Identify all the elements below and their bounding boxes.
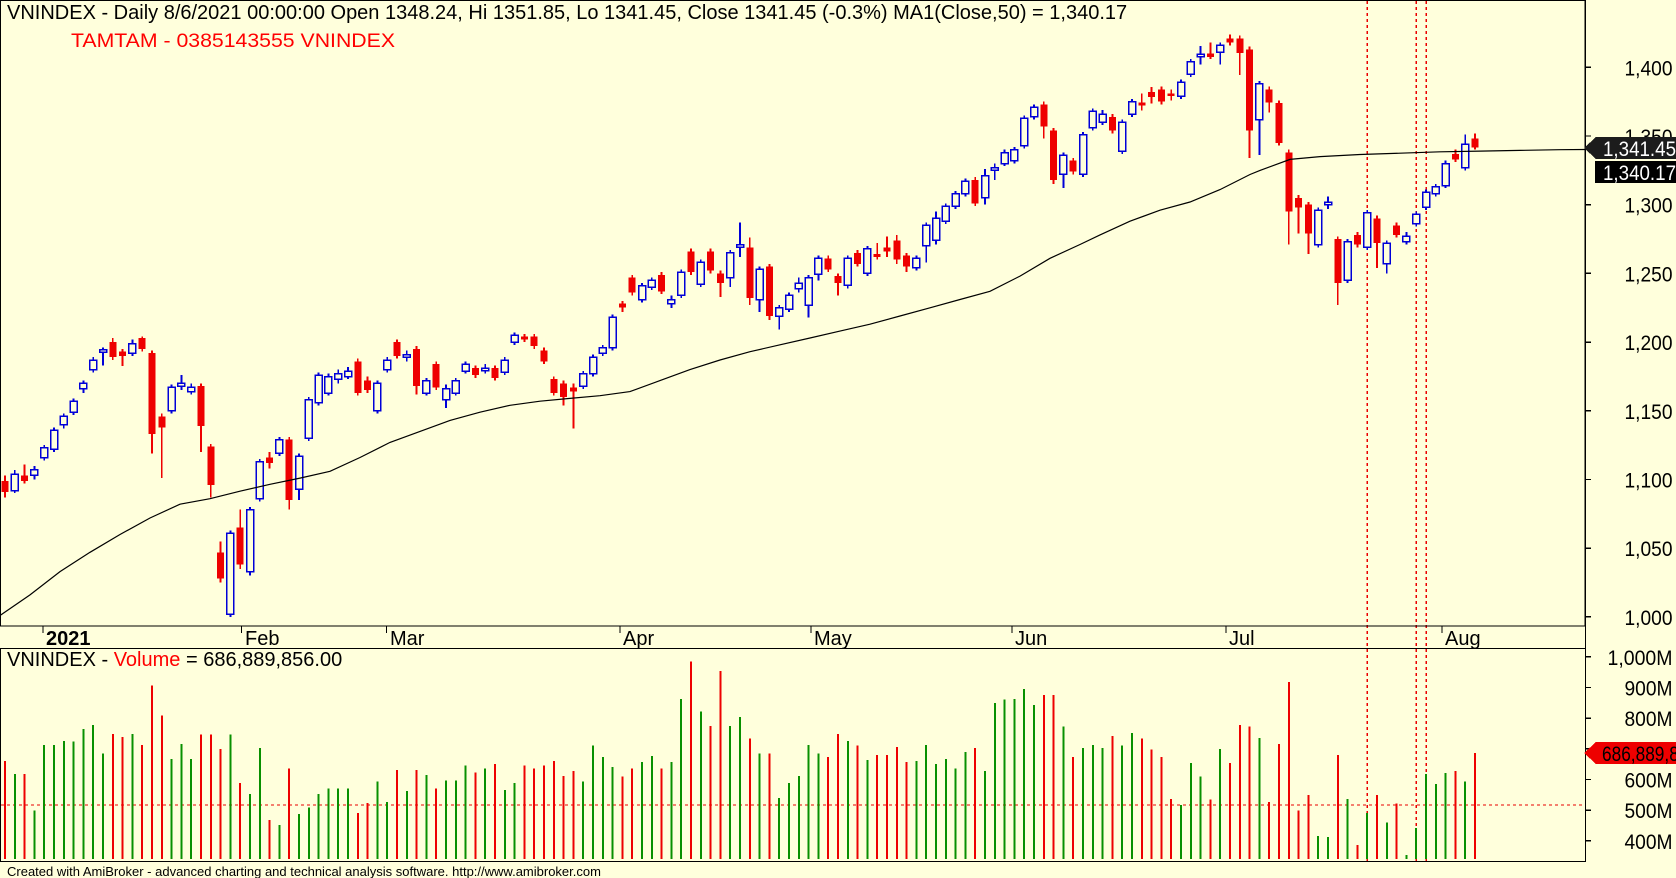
svg-text:900M: 900M <box>1625 678 1673 701</box>
svg-text:1,340.17: 1,340.17 <box>1603 162 1676 185</box>
svg-text:VNINDEX - Volume = 686,889,856: VNINDEX - Volume = 686,889,856.00 <box>7 649 342 671</box>
svg-text:800M: 800M <box>1625 708 1673 731</box>
svg-text:400M: 400M <box>1625 831 1673 854</box>
svg-text:TAMTAM - 0385143555 VNINDEX: TAMTAM - 0385143555 VNINDEX <box>71 30 395 52</box>
svg-text:1,400: 1,400 <box>1625 57 1673 80</box>
svg-text:1,200: 1,200 <box>1625 332 1673 355</box>
svg-text:May: May <box>814 628 852 650</box>
svg-text:Mar: Mar <box>390 628 425 650</box>
svg-text:Apr: Apr <box>623 628 654 650</box>
svg-text:Created with AmiBroker - advan: Created with AmiBroker - advanced charti… <box>7 864 601 878</box>
svg-text:VNINDEX - Daily 8/6/2021 00:00: VNINDEX - Daily 8/6/2021 00:00:00 Open 1… <box>7 2 1127 24</box>
svg-text:1,341.45: 1,341.45 <box>1603 138 1676 161</box>
svg-text:Aug: Aug <box>1445 628 1481 650</box>
svg-text:1,050: 1,050 <box>1625 538 1673 561</box>
svg-text:Feb: Feb <box>245 628 279 650</box>
svg-text:2021: 2021 <box>46 628 91 650</box>
svg-text:1,250: 1,250 <box>1625 263 1673 286</box>
svg-text:Jul: Jul <box>1229 628 1255 650</box>
svg-text:1,000M: 1,000M <box>1608 647 1673 670</box>
svg-text:1,150: 1,150 <box>1625 401 1673 424</box>
svg-text:500M: 500M <box>1625 800 1673 823</box>
svg-text:600M: 600M <box>1625 770 1673 793</box>
svg-text:686,889,856.00: 686,889,856.00 <box>1602 743 1676 766</box>
svg-text:1,300: 1,300 <box>1625 195 1673 218</box>
svg-text:1,000: 1,000 <box>1625 607 1673 630</box>
svg-text:Jun: Jun <box>1015 628 1047 650</box>
svg-text:1,100: 1,100 <box>1625 470 1673 493</box>
